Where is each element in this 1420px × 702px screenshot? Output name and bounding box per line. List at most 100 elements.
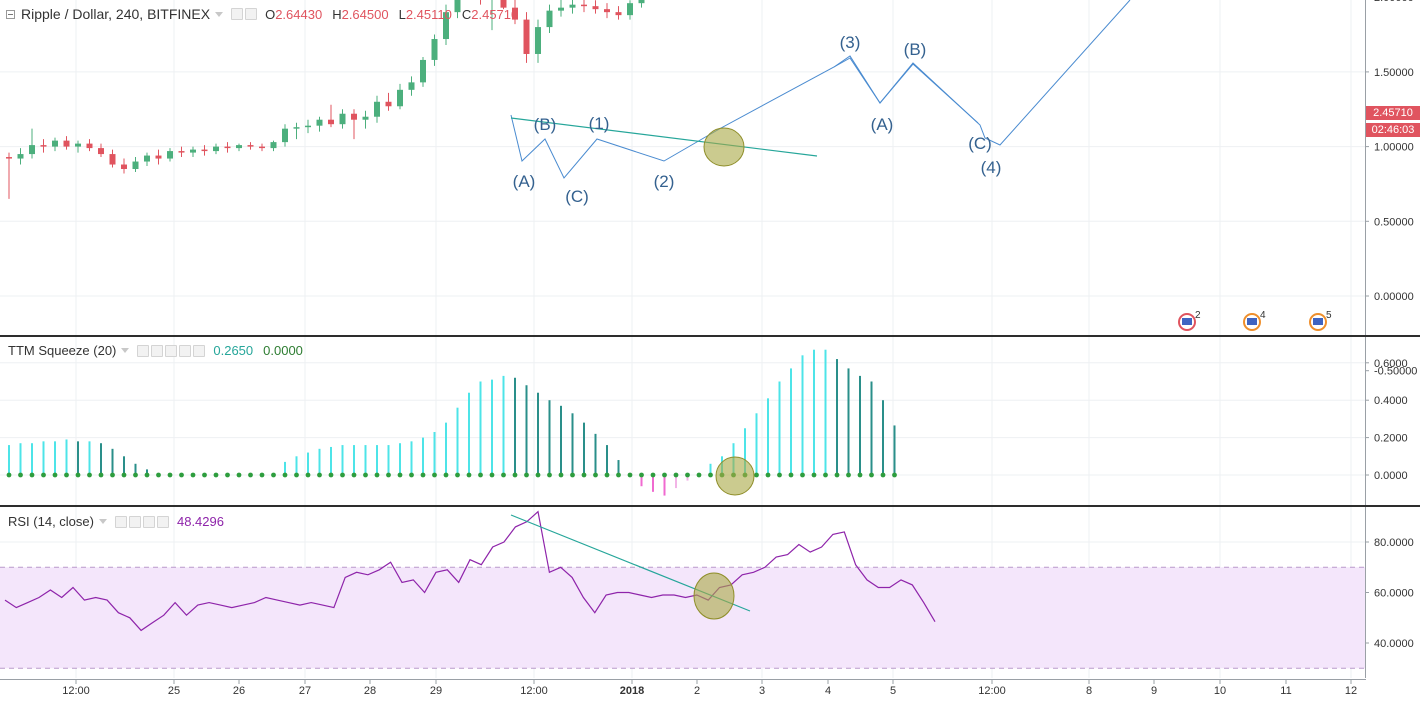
squeeze-dot [328,472,334,478]
rsi-line [4,510,936,632]
flag-body-icon [1182,318,1192,325]
time-label: 4 [825,685,831,697]
squeeze-dot [351,472,357,478]
squeeze-dot [363,472,368,478]
squeeze-dot [765,472,771,478]
settings-icon[interactable] [128,515,141,528]
squeeze-dot [834,472,840,478]
candle-body [558,7,564,11]
candle-body [201,149,208,152]
squeeze-dot [777,472,782,478]
collapse-icon[interactable] [6,9,15,19]
candle-body [17,154,24,159]
squeeze-dot [294,472,299,478]
axis-label: 1.00000 [1374,142,1414,154]
squeeze-dot [248,472,253,478]
event-flags[interactable]: 2 4 5 [1178,310,1332,331]
symbol-title[interactable]: Ripple / Dollar, 240, BITFINEX [21,6,211,22]
squeeze-dot [466,472,472,478]
eye-icon[interactable] [114,515,127,528]
candle-body [144,155,150,162]
chevron-down-icon[interactable] [121,348,130,353]
ohlc-open: O2.64430 [265,7,322,22]
squeeze-dot [259,472,265,478]
eye-icon[interactable] [231,8,244,20]
settings-icon[interactable] [245,8,258,20]
ttm-title[interactable]: TTM Squeeze (20) [8,343,117,358]
candle-body [374,101,380,117]
candle-body [397,89,403,107]
candle-body [132,161,139,170]
squeeze-dot [225,472,230,478]
candle-body [190,149,196,153]
squeeze-dot [788,472,794,478]
close-icon[interactable] [156,515,169,528]
time-label: 28 [364,685,376,697]
time-label: 5 [890,685,896,697]
highlight-ellipse [693,572,735,620]
candle-body [615,12,622,16]
chevron-down-icon[interactable] [98,519,107,524]
axis-label: 0.50000 [1374,216,1414,228]
candle-body [155,155,162,159]
axis-label: 0.2000 [1374,433,1408,445]
squeeze-dot [236,472,242,478]
candle-body [6,157,12,159]
axis-label: 40.0000 [1374,638,1414,650]
squeeze-dot [696,472,702,478]
candle-body [305,125,311,128]
candle-body [443,12,449,40]
ohlc-high-value: 2.64500 [341,6,389,22]
wave-label: (B) [534,115,557,134]
squeeze-dot [535,472,541,478]
ohlc-close-key: C [461,6,472,22]
axis-label: 1.50000 [1374,67,1414,79]
candle-body [224,146,231,149]
candle-body [408,82,415,90]
candle-body [512,7,518,20]
ohlc-open-key: O [265,6,276,22]
last-price-label: 2.45710 [1366,106,1420,120]
candle-body [592,6,599,10]
close-icon[interactable] [193,344,206,357]
price-axis: 4.000003.500003.000002.500002.000001.500… [1365,0,1417,678]
squeeze-dot [202,472,207,478]
axis-label: 0.4000 [1374,395,1408,407]
rsi-legend: RSI (14, close) 48.4296 [8,514,234,529]
source-icon[interactable] [165,344,178,357]
squeeze-dot [754,472,759,478]
settings-icon[interactable] [151,344,164,357]
drawing-annotations[interactable]: (A) (B) (C) (1) (2) (3) (A) (B) (C) (4) [510,0,1131,620]
candle-body [638,0,645,4]
eye-icon[interactable] [137,344,150,357]
squeeze-dot [581,472,587,478]
squeeze-dot [547,472,552,478]
candle-body [328,119,334,125]
squeeze-dot [616,472,621,478]
plus-icon[interactable] [142,515,155,528]
axis-label: 0.00000 [1374,291,1414,303]
ohlc-low-key: L [398,6,406,22]
plus-icon[interactable] [179,344,192,357]
squeeze-dot [6,472,12,478]
time-label: 12:00 [62,685,90,697]
squeeze-dot [639,472,644,478]
candle-body [236,145,242,149]
squeeze-dot [144,472,150,478]
squeeze-dot [512,472,518,478]
squeeze-dot [98,472,104,478]
squeeze-dot [87,472,92,478]
squeeze-dot [64,472,69,478]
time-label: 3 [759,685,765,697]
rsi-title[interactable]: RSI (14, close) [8,514,94,529]
squeeze-dot [271,472,276,478]
candle-body [385,101,392,107]
candle-body [75,143,81,147]
chevron-down-icon[interactable] [215,11,224,17]
squeeze-dot [167,472,173,478]
ttm-value-2: 0.0000 [263,343,303,358]
squeeze-dot [708,472,713,478]
candle-body [63,140,70,147]
wave-label: (A) [871,115,894,134]
